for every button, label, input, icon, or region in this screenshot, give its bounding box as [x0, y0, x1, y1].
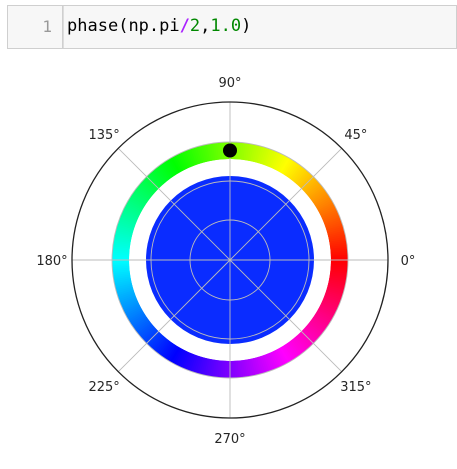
polar-plot-output: 0° 45° 90° 135° 180° 225° 270° 315°: [0, 60, 457, 465]
code-operator-divide: /: [179, 16, 190, 36]
circular-grid-line: [189, 219, 271, 301]
hue-segment: [330, 258, 348, 264]
code-comma: ,: [200, 16, 211, 36]
code-line[interactable]: phase(np.pi/2,1.0): [67, 16, 251, 36]
angle-label: 45°: [344, 128, 367, 143]
angle-label: 90°: [218, 76, 241, 91]
angle-label: 270°: [214, 432, 245, 447]
angle-label: 0°: [401, 254, 416, 269]
angle-label: 135°: [88, 128, 119, 143]
angle-label: 315°: [340, 380, 371, 395]
code-close-paren: ): [241, 16, 252, 36]
code-cell[interactable]: 1 phase(np.pi/2,1.0): [7, 5, 457, 49]
cell-prompt: 1: [7, 5, 62, 49]
code-arg-number: 2: [189, 16, 201, 36]
code-editor[interactable]: phase(np.pi/2,1.0): [62, 5, 457, 49]
angle-tick-labels: 0° 45° 90° 135° 180° 225° 270° 315°: [36, 76, 415, 447]
angle-label: 180°: [36, 254, 67, 269]
circular-grid-line: [150, 180, 310, 340]
angle-label: 225°: [88, 380, 119, 395]
prompt-number: 1: [42, 17, 52, 36]
polar-grid: [72, 102, 388, 418]
circular-grid-line: [111, 141, 349, 379]
code-function-name: phase: [67, 16, 119, 36]
polar-spine: [71, 101, 389, 419]
polar-plot: 0° 45° 90° 135° 180° 225° 270° 315°: [36, 76, 415, 447]
phase-marker: [223, 143, 237, 158]
editor-divider: [63, 6, 64, 48]
code-arg-magnitude: 1.0: [210, 16, 242, 36]
hue-color-wheel: [112, 142, 348, 378]
code-open-paren: (: [118, 16, 129, 36]
code-arg-pi: np.pi: [128, 16, 180, 36]
